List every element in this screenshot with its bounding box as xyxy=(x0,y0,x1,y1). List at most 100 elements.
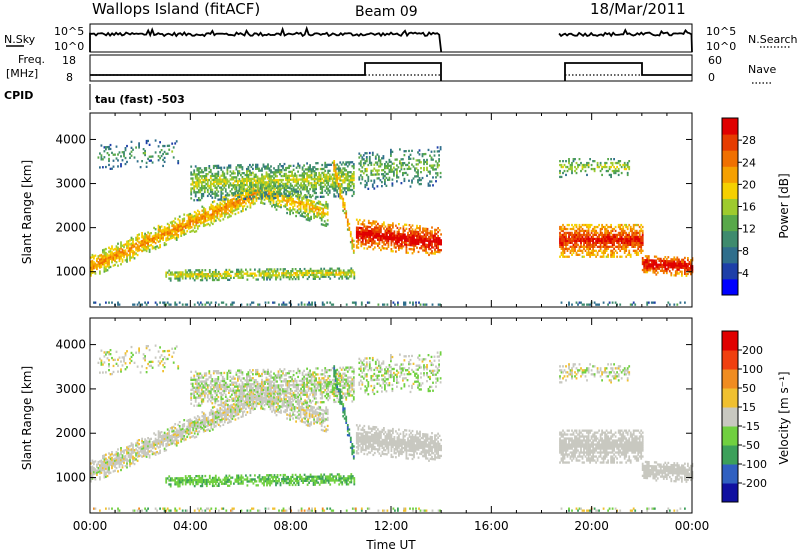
power-cell xyxy=(423,169,425,171)
power-cell xyxy=(646,265,648,267)
power-cell xyxy=(594,246,596,248)
power-cell xyxy=(577,304,579,306)
power-cell xyxy=(574,158,576,160)
power-cell xyxy=(126,261,128,263)
power-cell xyxy=(619,250,621,252)
power-cell xyxy=(341,163,343,165)
power-cell xyxy=(594,168,596,170)
power-cell xyxy=(306,162,308,164)
power-cell xyxy=(269,167,271,169)
power-cell xyxy=(228,180,230,182)
power-cell xyxy=(261,168,263,170)
power-cell xyxy=(393,174,395,176)
power-cell xyxy=(264,203,266,205)
power-cell xyxy=(381,185,383,187)
power-cell xyxy=(327,223,329,225)
power-cell xyxy=(213,200,215,202)
power-cell xyxy=(398,231,400,233)
power-cell xyxy=(317,162,319,164)
power-cell xyxy=(236,186,238,188)
power-cell xyxy=(595,230,597,232)
power-cell xyxy=(120,263,122,265)
colorbar-swatch xyxy=(722,150,738,167)
power-cell xyxy=(616,234,618,236)
power-cell xyxy=(105,148,107,150)
power-cell xyxy=(619,164,621,166)
power-cell xyxy=(392,179,394,181)
power-cell xyxy=(242,166,244,168)
power-cell xyxy=(586,226,588,228)
power-cell xyxy=(255,190,257,192)
power-cell xyxy=(654,302,656,304)
power-cell xyxy=(320,180,322,182)
power-cell xyxy=(571,224,573,226)
power-cell xyxy=(206,277,208,279)
power-cell xyxy=(225,275,227,277)
power-cell xyxy=(275,193,277,195)
power-cell xyxy=(267,181,269,183)
power-cell xyxy=(280,206,282,208)
power-cell xyxy=(241,273,243,275)
power-cell xyxy=(294,208,296,210)
power-cell xyxy=(579,164,581,166)
power-cell xyxy=(347,277,349,279)
power-cell xyxy=(345,179,347,181)
power-cell xyxy=(311,302,313,304)
power-cell xyxy=(105,302,107,304)
power-cell xyxy=(195,269,197,271)
power-cell xyxy=(601,168,603,170)
power-cell xyxy=(316,276,318,278)
power-cell xyxy=(254,202,256,204)
power-cell xyxy=(633,302,635,304)
power-cell xyxy=(259,268,261,270)
power-cell xyxy=(271,268,273,270)
power-cell xyxy=(358,176,360,178)
power-cell xyxy=(195,230,197,232)
power-cell xyxy=(610,176,612,178)
power-cell xyxy=(385,226,387,228)
power-cell xyxy=(192,179,194,181)
power-cell xyxy=(366,170,368,172)
power-cell xyxy=(595,234,597,236)
power-cell xyxy=(399,148,401,150)
power-cell xyxy=(361,176,363,178)
power-cell xyxy=(360,182,362,184)
power-cell xyxy=(113,160,115,162)
power-cell xyxy=(642,226,644,228)
power-cell xyxy=(586,232,588,234)
power-cell xyxy=(410,168,412,170)
power-cell xyxy=(588,232,590,234)
power-cell xyxy=(375,156,377,158)
power-cell xyxy=(220,167,222,169)
power-cell xyxy=(280,268,282,270)
power-cell xyxy=(391,230,393,232)
power-cell xyxy=(571,232,573,234)
colorbar-swatch xyxy=(722,215,738,232)
power-cell xyxy=(146,166,148,168)
power-cell xyxy=(278,165,280,167)
power-cell xyxy=(642,240,644,242)
power-cell xyxy=(616,170,618,172)
power-cell xyxy=(358,178,360,180)
power-cell xyxy=(357,243,359,245)
power-cell xyxy=(345,163,347,165)
power-cell xyxy=(327,205,329,207)
power-cell xyxy=(105,262,107,264)
power-cell xyxy=(432,304,434,306)
power-cell xyxy=(306,210,308,212)
power-cell xyxy=(436,233,438,235)
power-cell xyxy=(205,175,207,177)
power-cell xyxy=(198,225,200,227)
power-cell xyxy=(195,277,197,279)
power-cell xyxy=(436,241,438,243)
power-cell xyxy=(582,252,584,254)
power-cell xyxy=(321,188,323,190)
y-tick-label: 1000 xyxy=(55,265,86,279)
power-cell xyxy=(606,250,608,252)
power-cell xyxy=(204,185,206,187)
power-cell xyxy=(237,192,239,194)
power-cell xyxy=(215,271,217,273)
power-cell xyxy=(353,183,355,185)
power-cell xyxy=(403,227,405,229)
power-cell xyxy=(321,164,323,166)
